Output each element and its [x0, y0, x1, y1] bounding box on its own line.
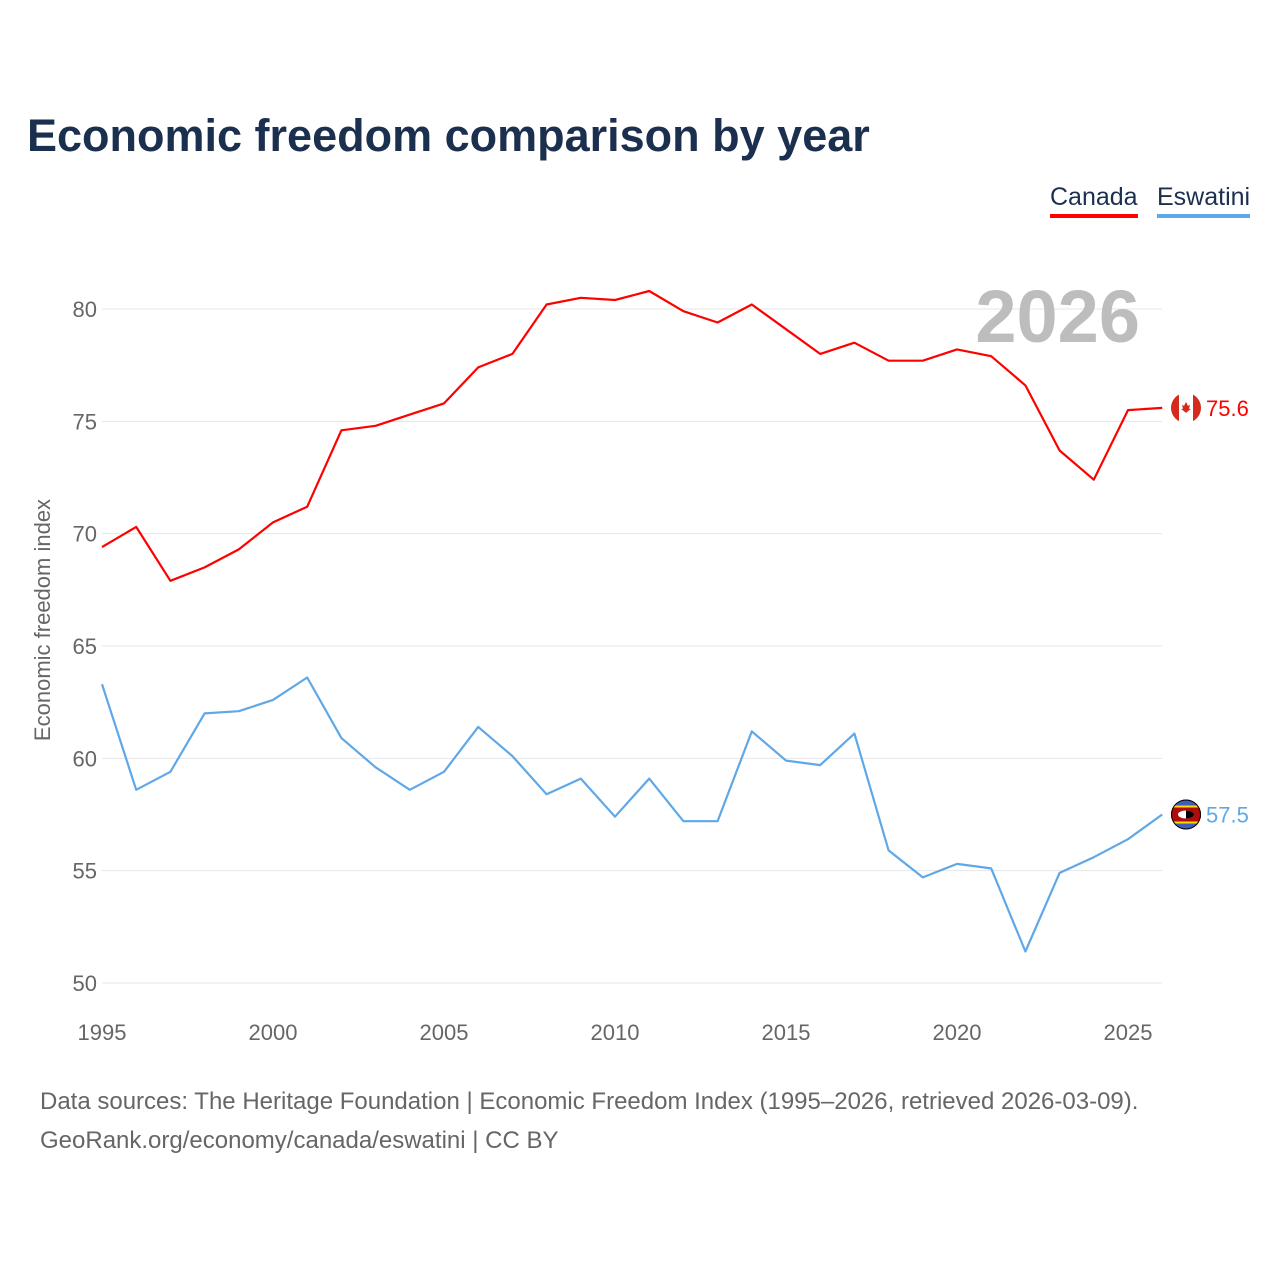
eswatini-flag-icon — [1171, 799, 1201, 830]
y-tick-label: 55 — [73, 859, 97, 884]
series-line-eswatini — [100, 676, 1163, 953]
footer-sources: Data sources: The Heritage Foundation | … — [40, 1088, 1139, 1115]
x-tick-label: 2000 — [249, 1020, 298, 1045]
footer-credit: GeoRank.org/economy/canada/eswatini | CC… — [40, 1127, 559, 1154]
y-axis-label: Economic freedom index — [30, 499, 55, 741]
x-tick-label: 2010 — [591, 1020, 640, 1045]
legend-eswatini[interactable]: Eswatini — [1157, 183, 1251, 218]
x-tick-label: 2025 — [1104, 1020, 1153, 1045]
y-tick-label: 60 — [73, 746, 97, 771]
canada-flag-icon — [1171, 392, 1201, 423]
x-tick-label: 2005 — [420, 1020, 469, 1045]
chart-title: Economic freedom comparison by year — [27, 110, 870, 161]
y-tick-label: 50 — [73, 971, 97, 996]
x-tick-label: 2020 — [933, 1020, 982, 1045]
x-tick-label: 2015 — [762, 1020, 811, 1045]
legend-canada[interactable]: Canada — [1050, 183, 1138, 218]
y-tick-label: 75 — [73, 409, 97, 434]
year-watermark: 2026 — [975, 275, 1140, 358]
x-tick-label: 1995 — [78, 1020, 127, 1045]
end-value-label-eswatini: 57.5 — [1206, 803, 1249, 828]
y-tick-label: 80 — [73, 297, 97, 322]
y-tick-label: 70 — [73, 522, 97, 547]
end-value-label-canada: 75.6 — [1206, 396, 1249, 421]
series-line-canada — [101, 289, 1163, 582]
y-tick-label: 65 — [73, 634, 97, 659]
